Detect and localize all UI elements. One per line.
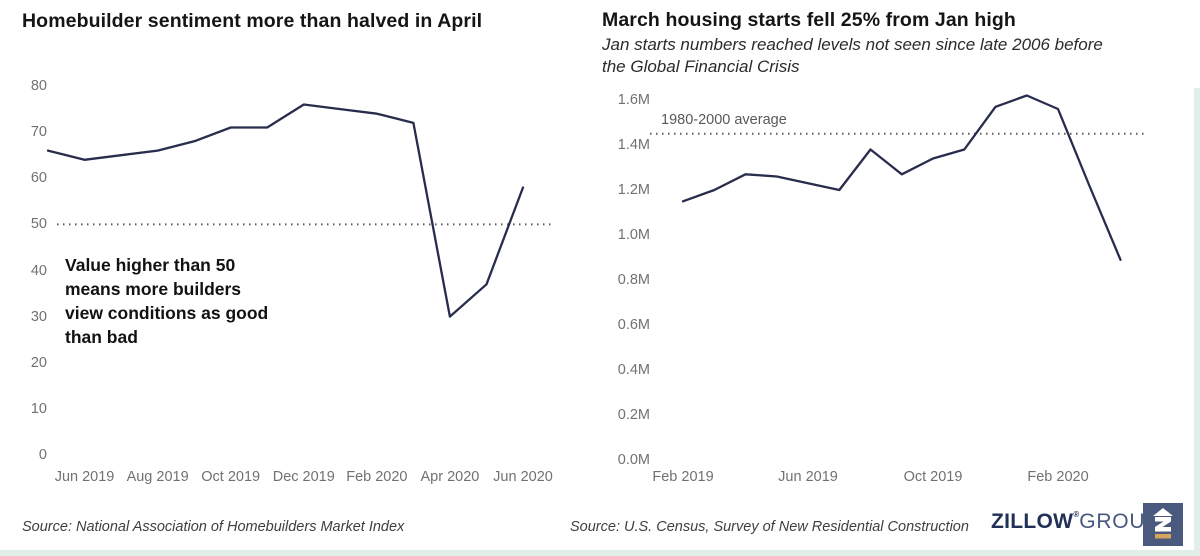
y-axis-tick-label: 1.6M: [617, 92, 650, 108]
brand-zillow-text: ZILLOW: [991, 510, 1074, 533]
y-axis-tick-label: 70: [30, 124, 47, 141]
y-axis-tick-label: 0: [38, 447, 47, 463]
left-chart-annotation: Value higher than 50 means more builders…: [65, 253, 268, 349]
y-axis-tick-label: 50: [30, 216, 47, 233]
y-axis-tick-label: 1.2M: [617, 182, 650, 198]
y-axis-tick-label: 40: [30, 262, 47, 279]
annotation-line: means more builders: [65, 279, 242, 299]
annotation-line: Value higher than 50: [65, 255, 236, 275]
y-axis-tick-label: 30: [30, 308, 47, 325]
y-axis-tick-label: 1.0M: [617, 227, 650, 243]
right-edge-strip: [1194, 88, 1200, 556]
y-axis-tick-label: 0.6M: [617, 317, 650, 333]
left-source-note: Source: National Association of Homebuil…: [22, 519, 405, 535]
right-chart-title: March housing starts fell 25% from Jan h…: [602, 9, 1016, 31]
brand-group-text: GROUP: [1079, 510, 1161, 533]
y-axis-tick-label: 10: [30, 400, 47, 417]
y-axis-tick-label: 0.8M: [617, 272, 650, 288]
zillow-logo-icon: [1143, 503, 1183, 546]
annotation-line: than bad: [65, 327, 138, 347]
x-axis-tick-label: Jun 2019: [54, 469, 115, 485]
x-axis-tick-label: Aug 2019: [126, 469, 189, 485]
y-axis-tick-label: 0.4M: [617, 362, 650, 378]
y-axis-tick-label: 20: [30, 354, 47, 371]
x-axis-tick-label: Oct 2019: [201, 469, 261, 485]
x-axis-tick-label: Feb 2020: [1027, 469, 1089, 485]
x-axis-tick-label: Dec 2019: [272, 469, 335, 485]
y-axis-tick-label: 60: [30, 170, 47, 187]
right-chart-subtitle: Jan starts numbers reached levels not se…: [602, 35, 1103, 54]
y-axis-tick-label: 80: [30, 78, 47, 94]
y-axis-tick-label: 0.0M: [617, 452, 650, 468]
right-source-note: Source: U.S. Census, Survey of New Resid…: [570, 519, 969, 535]
x-axis-tick-label: Feb 2020: [346, 469, 408, 485]
registered-mark: ®: [1073, 510, 1080, 519]
y-axis-tick-label: 1.4M: [617, 137, 650, 153]
sentiment-line-series: [46, 103, 525, 318]
x-axis-tick-label: Feb 2019: [652, 469, 714, 485]
x-axis-tick-label: Apr 2020: [420, 469, 480, 485]
x-axis-tick-label: Jun 2019: [778, 469, 838, 485]
right-chart-subtitle: the Global Financial Crisis: [602, 57, 800, 76]
x-axis-tick-label: Jun 2020: [493, 469, 553, 485]
zillow-group-wordmark: ZILLOW®GROUP: [991, 510, 1160, 534]
y-axis-tick-label: 0.2M: [617, 407, 650, 423]
annotation-line: view conditions as good: [65, 303, 269, 323]
left-chart-title: Homebuilder sentiment more than halved i…: [22, 10, 483, 32]
bottom-edge-strip: [0, 550, 1200, 556]
housing-starts-line-series: [681, 94, 1122, 261]
reference-line-label: 1980-2000 average: [661, 112, 787, 128]
x-axis-tick-label: Oct 2019: [903, 469, 963, 485]
